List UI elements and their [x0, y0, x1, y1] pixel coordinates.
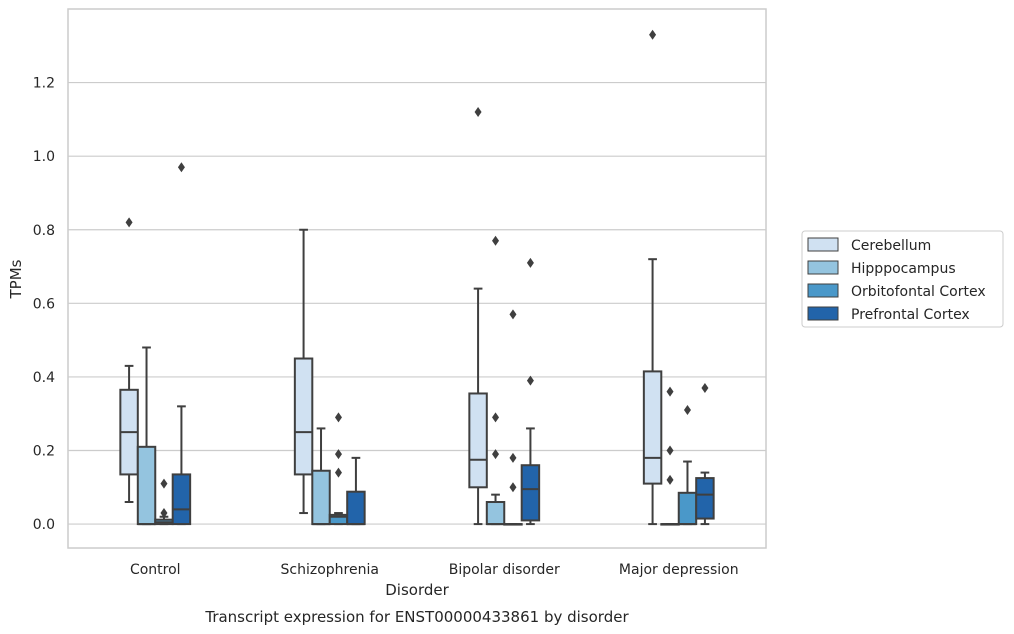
box-body [468, 392, 488, 489]
box-body [136, 445, 157, 526]
outlier-point [666, 474, 674, 485]
box-body [311, 469, 331, 526]
box-1-3 [346, 456, 366, 526]
outlier-point [666, 445, 674, 456]
y-tick-label: 1.0 [33, 149, 55, 165]
y-axis-label: TPMs [7, 259, 25, 299]
box-0-2 [154, 478, 174, 526]
box-body [520, 464, 541, 522]
box-0-1 [136, 346, 157, 526]
x-tick-label: Schizophrenia [281, 562, 379, 578]
outlier-point [177, 162, 185, 173]
y-tick-label: 0.8 [33, 223, 55, 239]
outlier-point [526, 375, 534, 386]
y-tick-label: 0.0 [33, 517, 55, 533]
outlier-point [125, 217, 133, 228]
legend-frame [801, 230, 1004, 328]
box-1-0 [293, 228, 314, 515]
legend-swatch [807, 237, 839, 252]
legend-swatch [807, 260, 839, 275]
y-tick-label: 1.2 [33, 76, 55, 92]
box-body [677, 491, 698, 526]
box-0-3 [171, 162, 192, 526]
box-1-1 [311, 427, 331, 526]
box-2-2 [503, 309, 523, 526]
chart-caption: Transcript expression for ENST0000043386… [204, 608, 629, 626]
plot-frame [67, 8, 767, 549]
legend: Cerebellum Hipppocampus Orbitofontal Corte… [801, 230, 1004, 328]
outlier-point [492, 449, 500, 460]
outlier-point [334, 467, 342, 478]
x-tick-label: Major depression [619, 562, 739, 578]
legend-label: Prefrontal Cortex [851, 307, 970, 323]
legend-label: Cerebellum [851, 238, 931, 254]
outlier-point [701, 382, 709, 393]
y-tick-label: 0.2 [33, 444, 55, 460]
outlier-point [334, 412, 342, 423]
legend-label: Orbitofontal Cortex [851, 284, 986, 300]
outlier-point [509, 309, 517, 320]
outlier-point [509, 482, 517, 493]
outlier-point [160, 508, 168, 519]
x-tick-label: Bipolar disorder [449, 562, 560, 578]
x-tick-labels: Control Schizophrenia Bipolar disorder Majo… [130, 562, 739, 578]
y-tick-labels: 0.0 0.2 0.4 0.6 0.8 1.0 1.2 [33, 76, 55, 534]
outlier-point [160, 478, 168, 489]
outlier-point [334, 449, 342, 460]
outlier-point [683, 405, 691, 416]
outlier-point [492, 412, 500, 423]
box-3-0 [642, 29, 663, 526]
box-3-2 [677, 405, 698, 526]
box-2-3 [520, 257, 541, 526]
outlier-point [649, 29, 657, 40]
y-tick-label: 0.4 [33, 370, 55, 386]
outlier-point [666, 386, 674, 397]
box-2-1 [485, 235, 506, 526]
outlier-point [474, 107, 482, 118]
legend-swatch [807, 306, 839, 321]
legend-label: Hipppocampus [851, 261, 956, 277]
box-3-3 [695, 382, 715, 526]
box-3-1 [660, 386, 680, 526]
box-body [346, 490, 366, 526]
box-body [485, 501, 506, 526]
box-2-0 [468, 107, 488, 526]
outlier-point [509, 452, 517, 463]
box-body [171, 473, 192, 526]
x-tick-label: Control [130, 562, 181, 578]
box-body [293, 357, 314, 476]
x-axis-label: Disorder [385, 581, 449, 599]
y-tick-label: 0.6 [33, 296, 55, 312]
legend-swatch [807, 283, 839, 298]
box-body [642, 370, 663, 485]
box-0-0 [119, 217, 139, 504]
outlier-point [526, 257, 534, 268]
box-body [695, 477, 715, 520]
boxes-layer [119, 29, 715, 526]
outlier-point [492, 235, 500, 246]
